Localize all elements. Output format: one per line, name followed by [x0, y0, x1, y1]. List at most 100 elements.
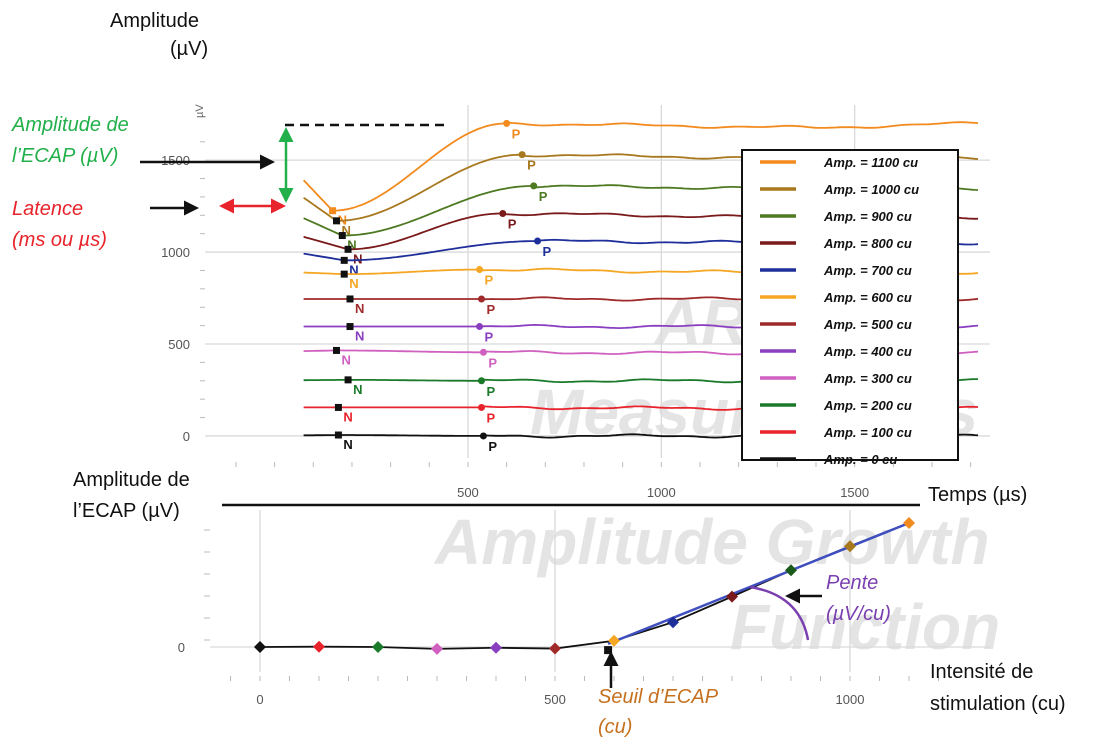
growth-point-300: [431, 642, 443, 655]
p-marker-4: [534, 237, 542, 245]
n-label-5: N: [349, 276, 358, 291]
growth-point-500: [549, 642, 561, 655]
p-label-8: P: [488, 355, 497, 370]
growth-point-800: [726, 590, 738, 603]
top-xtick-1000: 1000: [647, 485, 676, 500]
n-marker-1: [332, 217, 340, 225]
watermark-amplitude-growth: Amplitude Growth: [435, 506, 990, 578]
n-label-1: N: [341, 223, 350, 238]
legend-entry-8: Amp. = 300 cu: [823, 371, 912, 386]
p-label-11: P: [488, 439, 497, 454]
n-marker-8: [332, 346, 340, 354]
n-marker-11: [334, 431, 342, 439]
p-marker-7: [476, 323, 484, 331]
p-label-1: P: [527, 158, 536, 173]
top-xtick-500: 500: [457, 485, 479, 500]
top-chart-legend: Amp. = 1100 cu Amp. = 1000 cu Amp. = 900 c…: [741, 149, 959, 467]
bottom-y-label-1: Amplitude de: [73, 469, 190, 491]
legend-entry-11: Amp. = 0 cu: [823, 452, 897, 467]
legend-entry-1: Amp. = 1000 cu: [823, 182, 919, 197]
threshold-label-1: Seuil d’ECAP: [598, 686, 719, 708]
growth-point-1000: [844, 540, 856, 553]
growth-point-100: [313, 640, 325, 653]
n-label-4: N: [349, 262, 358, 277]
threshold-label-2: (cu): [598, 716, 633, 738]
bottom-ytick-0: 0: [178, 640, 185, 655]
legend-entry-5: Amp. = 600 cu: [823, 290, 912, 305]
latency-label-2: (ms ou µs): [12, 229, 107, 251]
bottom-xtick-500: 500: [544, 692, 566, 707]
n-label-2: N: [347, 238, 356, 253]
watermark-function: Function: [730, 591, 1001, 663]
growth-point-700: [667, 616, 679, 629]
top-xtick-1500: 1500: [840, 485, 869, 500]
p-marker-3: [499, 209, 507, 217]
n-marker-2: [338, 232, 346, 240]
slope-arc: [749, 585, 810, 641]
growth-point-900: [785, 564, 797, 577]
bottom-y-label-2: l’ECAP (µV): [73, 500, 180, 522]
intensity-label-1: Intensité de: [930, 661, 1034, 683]
p-label-5: P: [485, 273, 494, 288]
p-marker-6: [477, 295, 485, 303]
slope-label-1: Pente: [826, 572, 879, 594]
n-marker-6: [346, 295, 354, 303]
p-marker-11: [479, 432, 487, 440]
p-label-10: P: [486, 410, 495, 425]
top-y-label: Amplitude: [110, 10, 199, 32]
legend-entry-3: Amp. = 800 cu: [823, 236, 912, 251]
p-marker-9: [477, 377, 485, 385]
p-marker-8: [479, 348, 487, 356]
n-marker-0: [329, 207, 337, 215]
n-marker-3: [344, 245, 352, 253]
n-marker-5: [340, 270, 348, 278]
bottom-chart-plot: [254, 517, 915, 655]
growth-point-600: [608, 634, 620, 647]
slope-label-2: (µV/cu): [826, 603, 891, 625]
p-label-2: P: [539, 189, 548, 204]
growth-point-1100: [903, 517, 915, 529]
annotations: [140, 123, 920, 688]
n-label-9: N: [353, 382, 362, 397]
legend-entry-9: Amp. = 200 cu: [823, 398, 912, 413]
intensity-label-2: stimulation (cu): [930, 693, 1066, 715]
top-axis-unit: µV: [194, 104, 206, 118]
n-label-6: N: [355, 301, 364, 316]
p-label-3: P: [508, 216, 517, 231]
ecap-amplitude-label-1: Amplitude de: [12, 114, 129, 136]
p-label-4: P: [543, 244, 552, 259]
top-ytick-0: 0: [183, 429, 190, 444]
p-marker-5: [476, 266, 484, 274]
legend-box: [741, 149, 959, 461]
growth-point-400: [490, 641, 502, 654]
top-ytick-1000: 1000: [161, 245, 190, 260]
bottom-xtick-1000: 1000: [836, 692, 865, 707]
latency-label-1: Latence: [12, 198, 84, 220]
growth-point-0: [254, 641, 266, 653]
ecap-amplitude-label-2: l’ECAP (µV): [12, 145, 119, 167]
n-label-10: N: [343, 409, 352, 424]
time-axis-label: Temps (µs): [928, 484, 1028, 506]
legend-entry-7: Amp. = 400 cu: [823, 344, 912, 359]
bottom-xtick-0: 0: [256, 692, 263, 707]
p-label-7: P: [485, 330, 494, 345]
p-marker-2: [530, 182, 538, 190]
top-chart-ticks: 500 1000 1500 0 500 1000 1500 µV: [161, 104, 972, 500]
n-marker-4: [340, 256, 348, 264]
n-label-3: N: [353, 251, 362, 266]
legend-entry-10: Amp. = 100 cu: [823, 425, 912, 440]
p-label-9: P: [486, 384, 495, 399]
p-label-6: P: [486, 302, 495, 317]
n-marker-7: [346, 323, 354, 331]
fit-line: [607, 521, 910, 646]
p-marker-1: [518, 151, 526, 159]
threshold-marker: [604, 646, 613, 655]
legend-entry-4: Amp. = 700 cu: [823, 263, 912, 278]
top-ytick-1500: 1500: [161, 153, 190, 168]
legend-entry-0: Amp. = 1100 cu: [823, 155, 918, 170]
p-marker-10: [477, 403, 485, 411]
n-marker-10: [334, 403, 342, 411]
top-ytick-500: 500: [168, 337, 190, 352]
